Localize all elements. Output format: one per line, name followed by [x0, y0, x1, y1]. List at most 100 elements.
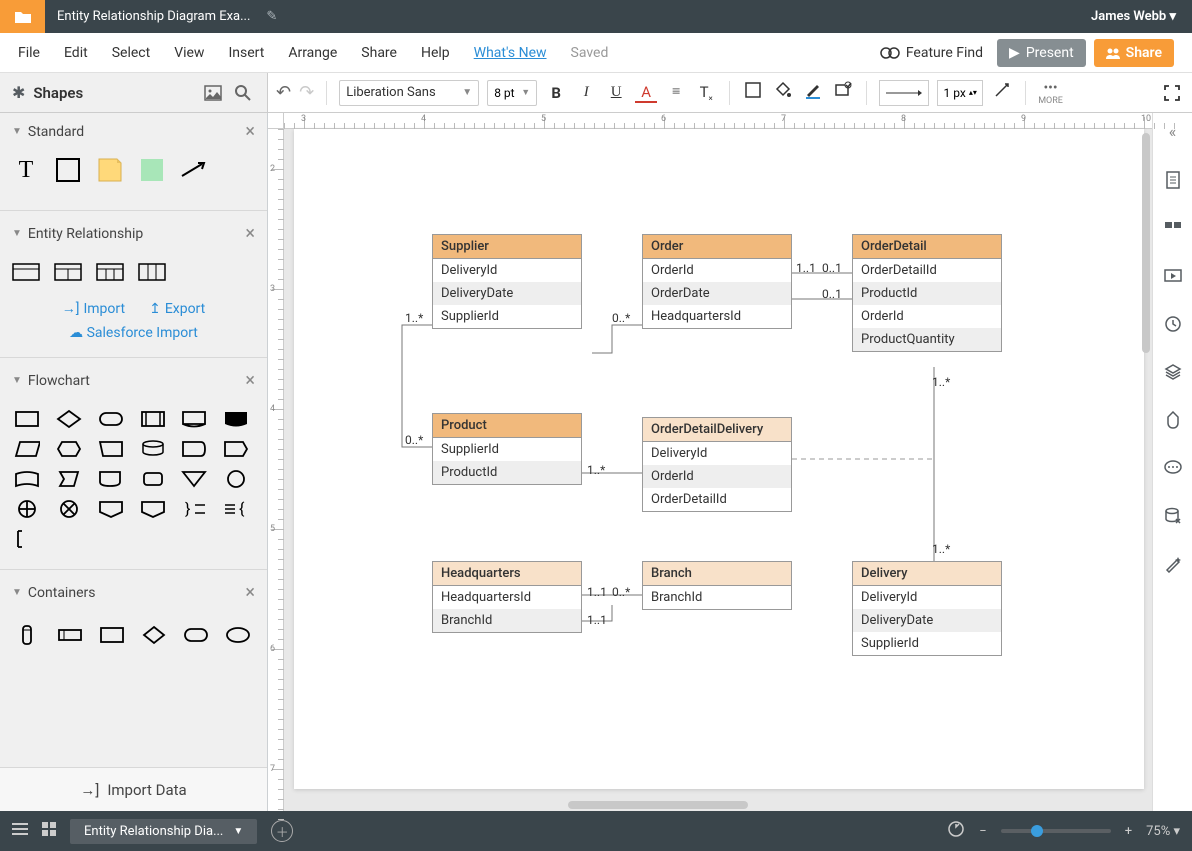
canvas[interactable]: 345678910 234567 SupplierDeliveryIdDeliv…	[268, 113, 1152, 811]
chat-icon[interactable]	[1162, 457, 1184, 479]
shape-style-icon[interactable]	[832, 81, 854, 104]
section-standard[interactable]: ▼Standard×	[0, 113, 267, 150]
comments-icon[interactable]	[1162, 217, 1184, 239]
er-shape-1[interactable]	[12, 258, 40, 286]
zoom-level[interactable]: 75% ▾	[1146, 824, 1180, 839]
line-color-icon[interactable]	[802, 81, 824, 104]
share-button[interactable]: Share	[1094, 39, 1174, 67]
folder-icon[interactable]	[0, 0, 45, 33]
image-icon[interactable]	[201, 81, 225, 105]
layers-icon[interactable]	[1162, 361, 1184, 383]
add-page-button[interactable]: ＋	[271, 820, 293, 842]
bold-button[interactable]: B	[545, 84, 567, 102]
section-flowchart[interactable]: ▼Flowchart×	[0, 362, 267, 399]
flowchart-shape[interactable]	[98, 499, 124, 519]
page-settings-icon[interactable]	[1162, 169, 1184, 191]
er-shape-4[interactable]	[138, 258, 166, 286]
container-shape[interactable]	[56, 621, 84, 649]
entity-headquarters[interactable]: HeadquartersHeadquartersIdBranchId	[432, 561, 582, 633]
connector-icon[interactable]	[991, 81, 1013, 104]
entity-orderdetaildelivery[interactable]: OrderDetailDeliveryDeliveryIdOrderIdOrde…	[642, 417, 792, 512]
salesforce-import-link[interactable]: ☁ Salesforce Import	[12, 321, 255, 341]
container-shape[interactable]	[14, 621, 42, 649]
zoom-slider[interactable]	[1001, 829, 1111, 833]
flowchart-shape[interactable]	[181, 469, 207, 489]
vertical-scrollbar[interactable]	[1142, 133, 1150, 353]
horizontal-scrollbar[interactable]	[568, 801, 748, 809]
present-icon[interactable]	[1162, 265, 1184, 287]
present-button[interactable]: ▶ Present	[997, 39, 1086, 67]
export-link[interactable]: ↥ Export	[149, 300, 205, 317]
block-shape[interactable]	[138, 156, 166, 184]
clear-format-button[interactable]: T×	[695, 83, 717, 103]
container-shape[interactable]	[98, 621, 126, 649]
flowchart-shape[interactable]	[223, 409, 249, 429]
italic-button[interactable]: I	[575, 84, 597, 101]
zoom-in-button[interactable]: +	[1125, 824, 1132, 839]
flowchart-shape[interactable]	[14, 529, 40, 549]
menu-edit[interactable]: Edit	[64, 45, 88, 61]
history-icon[interactable]	[1162, 313, 1184, 335]
container-shape[interactable]	[140, 621, 168, 649]
er-shape-2[interactable]	[54, 258, 82, 286]
fill-tool-icon[interactable]	[772, 81, 794, 104]
user-menu[interactable]: James Webb ▾	[1075, 9, 1192, 24]
flowchart-shape[interactable]	[56, 499, 82, 519]
import-data-button[interactable]: →] Import Data	[0, 767, 267, 811]
fullscreen-icon[interactable]	[1152, 73, 1192, 112]
flowchart-shape[interactable]: }	[181, 499, 207, 519]
font-size-select[interactable]: 8 pt▼	[487, 80, 537, 106]
collapse-icon[interactable]: «	[1169, 119, 1177, 143]
menu-whats-new[interactable]: What's New	[474, 45, 547, 61]
menu-arrange[interactable]: Arrange	[288, 45, 337, 61]
container-shape[interactable]	[182, 621, 210, 649]
menu-share[interactable]: Share	[361, 45, 397, 61]
undo-button[interactable]: ↶	[276, 82, 291, 103]
shapes-settings-icon[interactable]: ✱	[12, 83, 25, 102]
flowchart-shape[interactable]	[14, 439, 40, 459]
font-select[interactable]: Liberation Sans▼	[339, 80, 479, 106]
flowchart-shape[interactable]	[140, 409, 166, 429]
flowchart-shape[interactable]	[56, 439, 82, 459]
entity-product[interactable]: ProductSupplierIdProductId	[432, 413, 582, 485]
entity-orderdetail[interactable]: OrderDetailOrderDetailIdProductIdOrderId…	[852, 234, 1002, 352]
flowchart-shape[interactable]	[181, 409, 207, 429]
section-entity-relationship[interactable]: ▼Entity Relationship×	[0, 215, 267, 252]
entity-supplier[interactable]: SupplierDeliveryIdDeliveryDateSupplierId	[432, 234, 582, 329]
list-view-icon[interactable]	[12, 822, 28, 840]
flowchart-shape[interactable]	[223, 469, 249, 489]
magic-icon[interactable]	[1162, 553, 1184, 575]
theme-icon[interactable]	[1162, 409, 1184, 431]
diagram-page[interactable]: SupplierDeliveryIdDeliveryDateSupplierId…	[294, 129, 1144, 789]
section-containers[interactable]: ▼Containers×	[0, 574, 267, 611]
shape-tool-icon[interactable]	[742, 81, 764, 104]
flowchart-shape[interactable]	[98, 439, 124, 459]
target-icon[interactable]	[947, 820, 965, 842]
flowchart-shape[interactable]	[14, 499, 40, 519]
menu-file[interactable]: File	[18, 45, 40, 61]
close-icon[interactable]: ×	[245, 121, 255, 142]
note-shape[interactable]	[96, 156, 124, 184]
line-style-select[interactable]	[879, 80, 929, 106]
close-icon[interactable]: ×	[245, 582, 255, 603]
import-link[interactable]: →] Import	[62, 300, 125, 317]
flowchart-shape[interactable]	[98, 409, 124, 429]
search-icon[interactable]	[231, 81, 255, 105]
page-tab[interactable]: Entity Relationship Dia...▼	[70, 819, 257, 844]
document-title[interactable]: Entity Relationship Diagram Exa...	[45, 9, 262, 24]
entity-branch[interactable]: BranchBranchId	[642, 561, 792, 610]
close-icon[interactable]: ×	[245, 370, 255, 391]
flowchart-shape[interactable]	[140, 499, 166, 519]
zoom-out-button[interactable]: −	[979, 824, 986, 839]
arrow-shape[interactable]	[180, 156, 208, 184]
er-shape-3[interactable]	[96, 258, 124, 286]
grid-view-icon[interactable]	[42, 822, 56, 840]
flowchart-shape[interactable]	[14, 409, 40, 429]
container-shape[interactable]	[224, 621, 252, 649]
close-icon[interactable]: ×	[245, 223, 255, 244]
more-button[interactable]: ••• MORE	[1038, 80, 1063, 106]
flowchart-shape[interactable]	[223, 439, 249, 459]
entity-delivery[interactable]: DeliveryDeliveryIdDeliveryDateSupplierId	[852, 561, 1002, 656]
rect-shape[interactable]	[54, 156, 82, 184]
text-color-button[interactable]: A	[635, 83, 657, 103]
